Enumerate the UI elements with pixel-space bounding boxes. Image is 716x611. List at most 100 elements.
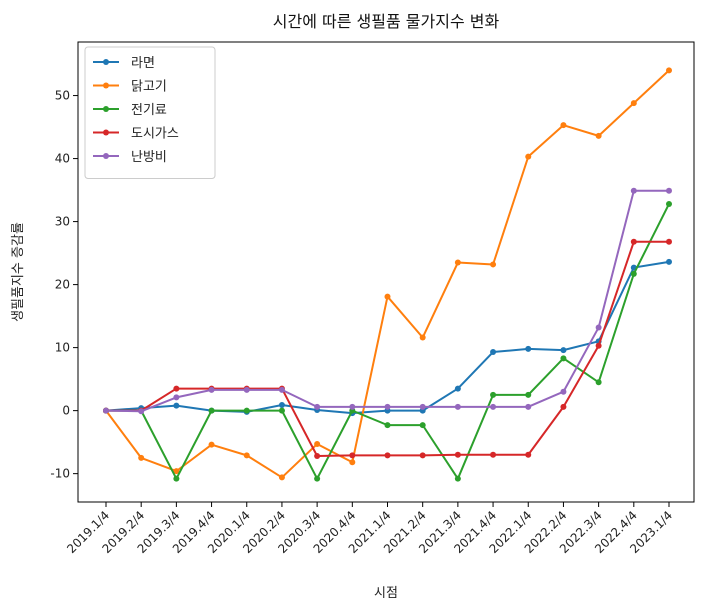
legend-item: 도시가스 [93, 127, 179, 142]
series-line [105, 260, 670, 415]
data-point [243, 407, 250, 414]
data-point [208, 441, 215, 448]
data-point [419, 334, 426, 341]
series-5 [103, 187, 672, 415]
legend-item: 라면 [93, 56, 155, 71]
data-point [419, 403, 426, 410]
data-point [560, 388, 567, 395]
y-tick-label: -10 [50, 467, 70, 481]
series-1 [103, 258, 672, 417]
data-point [278, 401, 285, 408]
legend-item: 난방비 [93, 150, 167, 165]
y-tick-label: 50 [55, 89, 70, 103]
data-point [560, 347, 567, 354]
data-point [595, 324, 602, 331]
data-point [630, 238, 637, 245]
legend-marker [103, 106, 109, 112]
x-axis-title: 시점 [374, 586, 398, 601]
data-point [384, 293, 391, 300]
data-point [490, 403, 497, 410]
y-tick-label: 40 [55, 152, 70, 166]
series-3 [103, 200, 672, 482]
data-point [525, 391, 532, 398]
legend-box [84, 46, 216, 179]
data-point [595, 342, 602, 349]
data-point [384, 403, 391, 410]
legend-marker [103, 153, 109, 159]
data-point [525, 403, 532, 410]
legend-marker [103, 129, 109, 136]
data-point [630, 100, 637, 107]
data-point [560, 122, 567, 129]
data-point [173, 385, 180, 392]
data-point [454, 403, 461, 410]
data-point [278, 474, 285, 481]
y-tick-label: 10 [55, 341, 70, 355]
legend-marker [103, 59, 109, 65]
legend-label: 닭고기 [131, 80, 167, 95]
data-point [278, 386, 285, 393]
legend-label: 라면 [131, 56, 155, 71]
data-point [490, 261, 497, 268]
data-point [419, 422, 426, 429]
legend-label: 도시가스 [131, 127, 179, 142]
y-axis-title: 생필품지수 증감률 [11, 222, 26, 322]
data-point [349, 459, 356, 466]
series-line [106, 203, 670, 480]
data-point [243, 452, 250, 459]
data-point [454, 451, 461, 458]
legend-item: 닭고기 [93, 80, 167, 95]
data-point [173, 394, 180, 401]
data-point [595, 379, 602, 386]
data-point [454, 385, 461, 392]
data-point [173, 402, 180, 409]
data-point [454, 259, 461, 266]
legend-item: 전기료 [93, 103, 167, 118]
data-point [278, 407, 285, 414]
data-point [595, 132, 602, 139]
legend-marker [103, 82, 109, 89]
chart-title: 시간에 따른 생필품 물가지수 변화 [273, 12, 500, 31]
plot-area: -10010203040502019.1/42019.2/42019.3/420… [50, 41, 695, 556]
data-point [666, 258, 672, 265]
data-point [666, 200, 672, 207]
data-point [208, 386, 215, 393]
axes-frame [77, 41, 695, 503]
data-point [208, 407, 215, 414]
data-point [666, 187, 672, 194]
data-point [490, 391, 497, 398]
data-point [525, 345, 532, 352]
data-point [630, 187, 637, 194]
data-point [314, 403, 321, 410]
data-point [490, 451, 497, 458]
y-tick-label: 20 [55, 278, 70, 292]
data-point [384, 422, 391, 429]
data-point [138, 408, 145, 415]
legend-label: 전기료 [131, 103, 167, 118]
data-point [103, 407, 109, 414]
data-point [666, 238, 672, 245]
data-point [419, 452, 426, 459]
data-point [525, 153, 532, 160]
data-point [243, 386, 250, 393]
data-point [314, 453, 321, 459]
data-point [384, 452, 391, 459]
data-point [314, 441, 321, 448]
data-point [560, 355, 567, 362]
legend-label: 난방비 [131, 150, 167, 165]
y-tick-label: 30 [55, 215, 70, 229]
data-point [173, 475, 180, 482]
data-point [173, 468, 180, 475]
data-point [314, 475, 321, 482]
data-point [560, 403, 567, 410]
data-point [349, 452, 356, 459]
data-point [454, 475, 461, 482]
y-tick-label: 0 [62, 404, 70, 418]
data-point [630, 270, 637, 277]
data-point [490, 349, 497, 356]
data-point [525, 451, 532, 458]
data-point [349, 403, 356, 410]
data-point [138, 454, 145, 461]
